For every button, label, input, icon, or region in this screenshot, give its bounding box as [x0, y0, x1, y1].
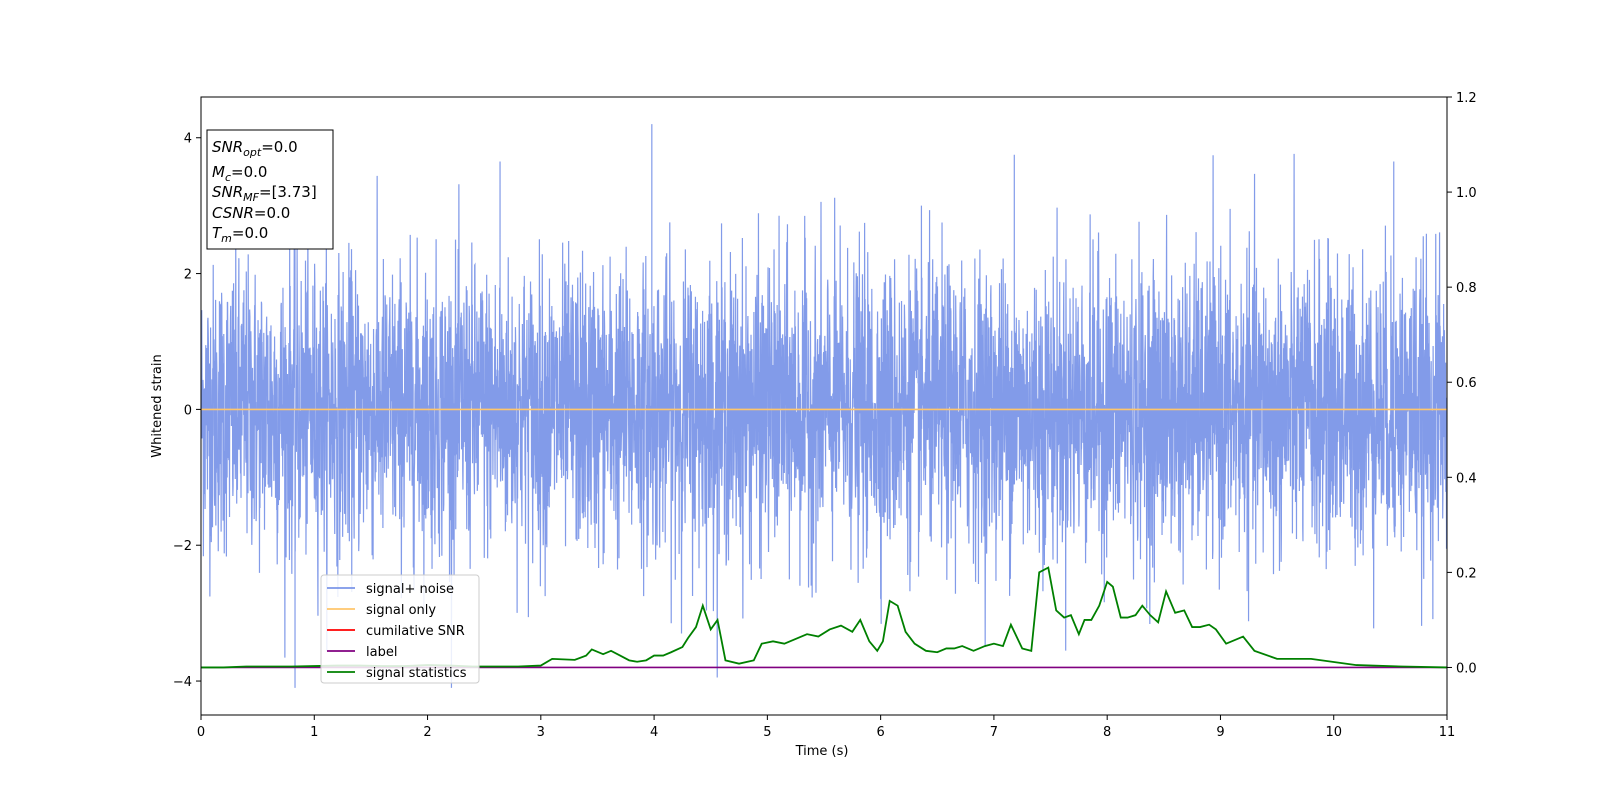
y-right-tick-label: 1.0: [1456, 186, 1477, 201]
legend-label: cumilative SNR: [366, 624, 465, 639]
signal-noise-line: [201, 124, 1447, 688]
info-box-line: CSNR=0.0: [212, 204, 290, 222]
legend-label: signal only: [366, 603, 436, 618]
x-tick-label: 8: [1103, 725, 1111, 740]
x-tick-label: 3: [537, 725, 545, 740]
info-box-frame: [206, 129, 334, 250]
x-axis-label: Time (s): [795, 744, 849, 759]
y-left-tick-label: −2: [173, 539, 192, 554]
x-tick-label: 9: [1216, 725, 1224, 740]
y-left-tick-label: −4: [173, 675, 192, 690]
y-axis-label: Whitened strain: [150, 354, 165, 457]
y-right-tick-label: 0.2: [1456, 566, 1477, 581]
x-tick-label: 1: [310, 725, 318, 740]
y-right-tick-label: 1.2: [1456, 91, 1477, 106]
x-axis-ticks: 0 1 2 3 4 5 6 7 8 9 10 11: [197, 715, 1455, 740]
x-tick-label: 2: [423, 725, 431, 740]
x-tick-label: 10: [1325, 725, 1342, 740]
info-box-line: SNRopt=0.0: [212, 138, 298, 159]
info-box-line: Tm=0.0: [212, 224, 268, 245]
series-signal-noise: [201, 124, 1447, 688]
y-axis-right-ticks: 0.0 0.2 0.4 0.6 0.8 1.0 1.2: [1447, 91, 1477, 676]
x-tick-label: 6: [876, 725, 884, 740]
y-left-tick-label: 4: [184, 132, 192, 147]
info-box-line: SNRMF=[3.73]: [212, 183, 317, 204]
x-tick-label: 5: [763, 725, 771, 740]
legend-frame: [320, 574, 480, 684]
x-tick-label: 11: [1439, 725, 1456, 740]
y-left-tick-label: 2: [184, 268, 192, 283]
y-right-tick-label: 0.8: [1456, 281, 1477, 296]
y-right-tick-label: 0.0: [1456, 661, 1477, 676]
y-right-tick-label: 0.6: [1456, 376, 1477, 391]
series-line-signal-statistics: [201, 566, 1447, 669]
y-right-tick-label: 0.4: [1456, 471, 1477, 486]
legend-label: signal statistics: [366, 666, 467, 681]
legend-label: label: [366, 645, 397, 660]
x-tick-label: 4: [650, 725, 658, 740]
x-tick-label: 0: [197, 725, 205, 740]
x-tick-label: 7: [990, 725, 998, 740]
y-axis-left-ticks: −4 −2 0 2 4: [173, 132, 201, 690]
y-left-tick-label: 0: [184, 403, 192, 418]
legend-label: signal+ noise: [366, 582, 454, 597]
info-box-line: Mc=0.0: [212, 163, 267, 184]
legend: signal+ noise signal only cumilative SNR la…: [320, 574, 480, 684]
plot-frame: [200, 96, 1448, 716]
